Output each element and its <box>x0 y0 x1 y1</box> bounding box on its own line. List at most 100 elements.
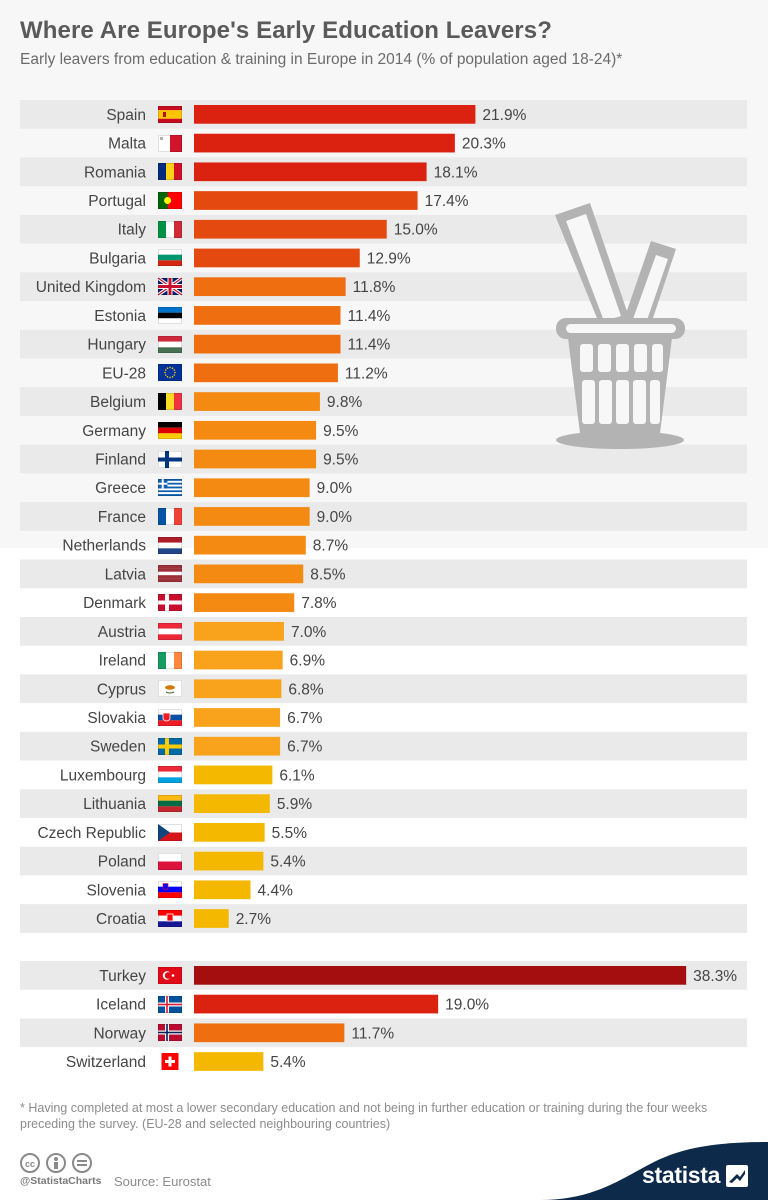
flag-estonia-icon <box>158 307 182 324</box>
row-stripe <box>20 502 747 531</box>
value-label-spain: 21.9% <box>482 107 526 124</box>
bar-luxembourg[interactable] <box>194 765 273 785</box>
bar-united-kingdom[interactable] <box>194 277 346 297</box>
bar-germany[interactable] <box>194 420 317 440</box>
value-label-slovakia: 6.7% <box>287 710 323 727</box>
row-stripe <box>20 674 747 704</box>
creative-commons-icon: cc <box>20 1153 40 1173</box>
bar-turkey[interactable] <box>194 966 687 985</box>
row-stripe <box>20 444 747 474</box>
bar-chart: Spain Malta Romania Portugal Italy Bulgaria Un… <box>20 100 747 1071</box>
bar-slovakia[interactable] <box>194 708 281 727</box>
attribution-icon <box>46 1153 66 1173</box>
row-stripe <box>20 272 747 302</box>
category-label-france: France <box>98 509 146 526</box>
flag-united-kingdom-icon <box>157 276 183 297</box>
category-label-luxembourg: Luxembourg <box>60 767 146 784</box>
flag-sweden-icon <box>158 738 182 755</box>
bar-austria[interactable] <box>194 621 284 641</box>
bar-netherlands[interactable] <box>194 535 306 555</box>
bar-norway[interactable] <box>194 1023 345 1043</box>
category-label-hungary: Hungary <box>87 337 146 354</box>
value-label-united-kingdom: 11.8% <box>353 279 396 296</box>
bar-croatia[interactable] <box>194 909 229 928</box>
value-label-greece: 9.0% <box>317 480 353 497</box>
flag-latvia-icon <box>158 565 182 582</box>
category-label-slovenia: Slovenia <box>87 882 147 899</box>
row-stripe <box>20 789 747 818</box>
category-label-belgium: Belgium <box>90 394 146 411</box>
bar-sweden[interactable] <box>194 736 281 756</box>
flag-denmark-icon <box>158 594 182 611</box>
value-label-lithuania: 5.9% <box>277 796 313 813</box>
bar-ireland[interactable] <box>194 650 283 670</box>
value-label-luxembourg: 6.1% <box>279 767 315 784</box>
value-label-austria: 7.0% <box>291 624 327 641</box>
bar-spain[interactable] <box>194 105 476 124</box>
bar-cyprus[interactable] <box>194 679 282 699</box>
bar-czech-republic[interactable] <box>194 823 265 842</box>
bar-slovenia[interactable] <box>194 880 251 900</box>
flag-finland-icon <box>158 451 182 468</box>
bar-portugal[interactable] <box>194 191 418 210</box>
category-label-slovakia: Slovakia <box>87 710 146 727</box>
bar-switzerland[interactable] <box>194 1052 264 1071</box>
bar-greece[interactable] <box>194 478 310 498</box>
value-label-belgium: 9.8% <box>327 394 363 411</box>
category-label-malta: Malta <box>108 136 146 153</box>
value-label-finland: 9.5% <box>323 452 359 469</box>
value-label-czech-republic: 5.5% <box>272 825 308 842</box>
value-label-turkey: 38.3% <box>693 968 737 985</box>
flag-lithuania-icon <box>158 795 182 812</box>
license-icons: cc <box>20 1153 92 1173</box>
bar-belgium[interactable] <box>194 392 320 411</box>
twitter-handle[interactable]: @StatistaCharts <box>20 1175 102 1187</box>
flags <box>157 106 183 1070</box>
value-label-italy: 15.0% <box>394 222 438 239</box>
row-stripe <box>20 731 747 761</box>
category-label-iceland: Iceland <box>96 997 146 1014</box>
category-label-italy: Italy <box>118 222 147 239</box>
value-label-portugal: 17.4% <box>425 193 469 210</box>
bar-eu-28[interactable] <box>194 363 338 383</box>
row-stripe <box>20 904 747 933</box>
bar-hungary[interactable] <box>194 334 341 354</box>
flag-iceland-icon <box>158 996 182 1013</box>
flag-switzerland-icon <box>161 1053 179 1070</box>
bar-france[interactable] <box>194 507 310 526</box>
category-label-netherlands: Netherlands <box>62 538 146 555</box>
brand-name[interactable]: statista <box>642 1162 721 1188</box>
category-label-cyprus: Cyprus <box>97 681 146 698</box>
brand-banner <box>540 1142 768 1200</box>
flag-czech-republic-icon <box>158 824 182 841</box>
category-label-austria: Austria <box>98 624 147 641</box>
flag-slovenia-icon <box>158 881 182 898</box>
bar-latvia[interactable] <box>194 564 304 584</box>
value-label-ireland: 6.9% <box>290 653 326 670</box>
category-label-denmark: Denmark <box>83 595 146 612</box>
category-label-germany: Germany <box>82 423 146 440</box>
category-label-poland: Poland <box>98 854 146 871</box>
flag-hungary-icon <box>158 336 182 353</box>
value-label-norway: 11.7% <box>351 1025 394 1042</box>
flag-luxembourg-icon <box>158 766 182 783</box>
bar-italy[interactable] <box>194 219 387 239</box>
value-label-eu-28: 11.2% <box>345 365 388 382</box>
value-label-bulgaria: 12.9% <box>367 250 411 267</box>
category-label-spain: Spain <box>106 107 146 124</box>
bars <box>194 105 687 1071</box>
bar-denmark[interactable] <box>194 593 295 612</box>
bar-romania[interactable] <box>194 162 427 182</box>
bar-estonia[interactable] <box>194 306 341 325</box>
flag-germany-icon <box>158 422 182 439</box>
bar-poland[interactable] <box>194 851 264 871</box>
category-label-switzerland: Switzerland <box>66 1054 146 1071</box>
bar-lithuania[interactable] <box>194 794 270 813</box>
bar-bulgaria[interactable] <box>194 248 360 268</box>
value-label-germany: 9.5% <box>323 423 359 440</box>
value-label-switzerland: 5.4% <box>270 1054 306 1071</box>
bar-finland[interactable] <box>194 449 317 469</box>
bar-malta[interactable] <box>194 133 455 153</box>
footnote: * Having completed at most a lower secon… <box>20 1101 708 1131</box>
bar-iceland[interactable] <box>194 994 439 1014</box>
